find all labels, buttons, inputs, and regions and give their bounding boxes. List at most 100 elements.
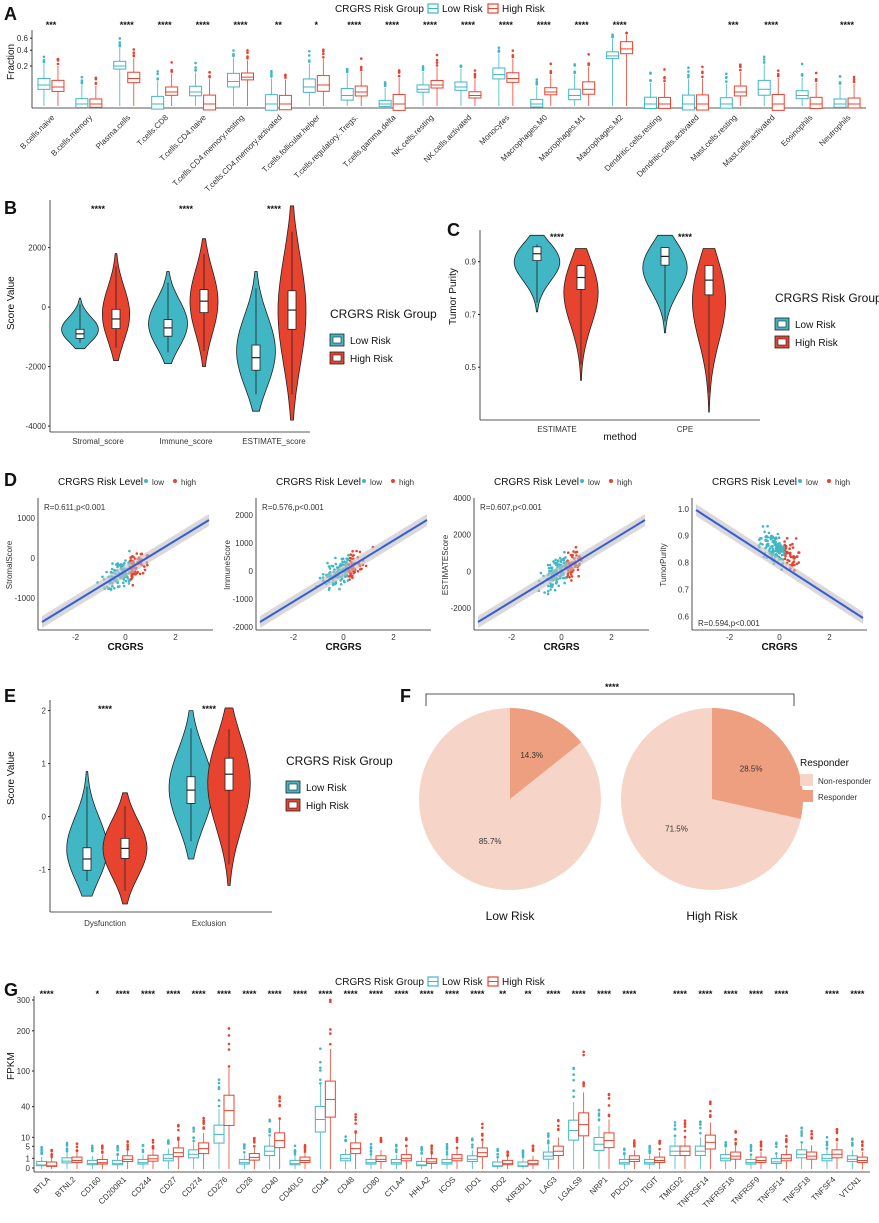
a-outlier [94,81,98,85]
d-point [779,549,782,552]
a-significance: **** [385,20,400,30]
g-outlier [354,1115,357,1119]
g-box [426,1158,438,1164]
d-point [775,546,778,549]
g-significance: **** [344,989,359,999]
a-box [833,98,847,108]
g-outlier [395,1149,398,1152]
c-xtick: CPE [677,425,693,434]
d-point [570,579,573,582]
d-point [795,562,799,566]
g-outlier [572,1073,575,1076]
d-point [778,541,781,545]
a-outlier [421,68,425,72]
g-outlier [329,1032,332,1035]
g-significance: **** [749,989,764,999]
g-outlier [683,1135,687,1139]
g-outlier [405,1144,408,1148]
d-point [340,557,344,561]
a-xtick: B.cells.memory [49,113,94,158]
g-outlier [835,1127,839,1131]
d-ytick: 1000 [17,514,35,523]
a-box [127,71,141,84]
a-ytick: 0.6 [17,34,29,43]
g-outlier [810,1137,813,1140]
a-significance: **** [499,20,514,30]
d-regression-line-3 [695,509,864,619]
d-point [763,530,766,534]
g-outlier [521,1152,525,1155]
g-outlier [293,1144,297,1148]
a-outlier [511,54,515,57]
d-point [547,567,551,570]
a-outlier [232,49,235,52]
d-regression-line-2 [477,519,646,623]
g-outlier [597,1114,601,1117]
d-point [788,552,792,556]
d-point [135,552,139,555]
g-significance: **** [825,989,840,999]
d-point [790,563,794,566]
d-point [349,557,353,560]
a-box [203,94,217,111]
d-point [771,545,774,548]
g-outlier [582,1053,585,1057]
a-outlier [687,70,690,73]
d-point [777,536,781,539]
g-outlier [369,1142,373,1146]
g-outlier [141,1148,145,1152]
d-xtick: 2 [391,633,396,642]
a-significance: * [315,20,319,30]
a-xtick: Monocytes [478,113,512,147]
a-outlier [587,53,590,56]
a-outlier [246,55,249,58]
g-box [96,1158,108,1165]
g-outlier [354,1118,357,1122]
d-ylabel-3: TumorPurity [659,543,668,586]
d-point [772,536,775,540]
a-outlier [800,62,804,66]
g-significance: **** [850,989,865,999]
f-slice-responder-0 [510,708,582,799]
d-ylabel-2: ESTIMATEScore [441,534,450,595]
g-outlier [785,1138,788,1141]
d-point [353,570,357,574]
g-outlier [582,1082,585,1086]
a-outlier [473,69,477,72]
g-outlier [344,1139,347,1143]
d-point [328,567,332,570]
d-ylabel-0: StromalScore [5,540,14,589]
d-xtick: 0 [559,633,564,642]
legend-c-key-box-0 [777,320,787,328]
g-outlier [354,1113,357,1116]
d-point [116,565,119,569]
g-outlier [445,1146,449,1150]
d-point [334,562,338,566]
a-outlier [852,80,856,83]
g-outlier [572,1066,575,1070]
e-ylabel: Score Value [6,751,17,805]
a-significance: **** [537,20,552,30]
d-point [783,543,787,547]
g-outlier [177,1138,180,1141]
g-outlier [734,1142,737,1146]
c-significance: **** [550,232,565,242]
g-outlier [167,1139,170,1142]
a-significance: **** [233,20,248,30]
g-outlier [547,1132,550,1135]
d-point [559,560,563,563]
g-outlier [227,1065,231,1068]
g-outlier [481,1126,484,1130]
g-outlier [319,1078,322,1082]
g-significance: **** [420,989,435,999]
a-outlier [56,57,60,61]
a-outlier [725,80,728,83]
a-box [454,81,468,91]
g-outlier [658,1147,661,1151]
d-ytick: 0.6 [678,613,690,622]
g-outlier [217,1078,221,1082]
g-outlier [91,1144,94,1148]
g-outlier [151,1138,155,1142]
b-xtick: ESTIMATE_score [242,437,306,446]
d-point [576,568,580,571]
